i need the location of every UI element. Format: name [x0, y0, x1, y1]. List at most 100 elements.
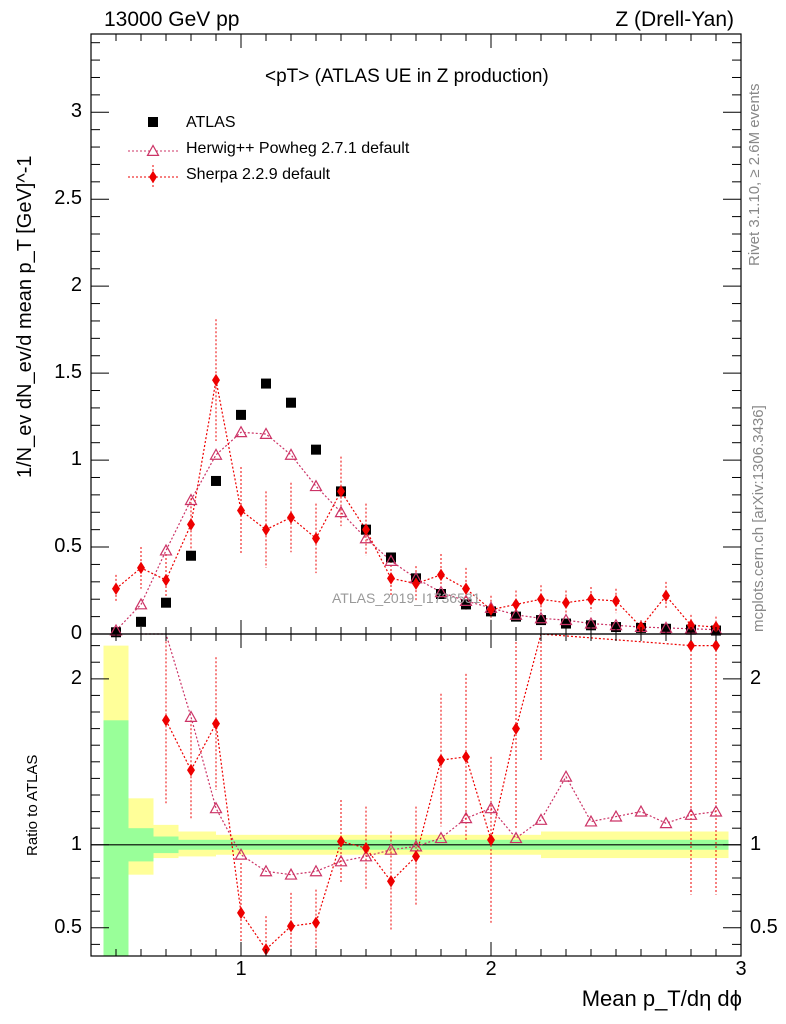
ratio-sherpa-point: [162, 714, 170, 727]
sherpa-point: [262, 523, 270, 536]
herwig-point: [434, 585, 448, 598]
ratio-herwig-point: [234, 848, 248, 860]
rivet-label: Rivet 3.1.10, ≥ 2.6M events: [746, 83, 763, 267]
header-right: Z (Drell-Yan): [615, 8, 734, 31]
ratio-sherpa-point: [187, 763, 195, 777]
ratio-sherpa-point: [212, 717, 220, 730]
atlas-point: [136, 616, 146, 627]
atlas-point: [286, 397, 296, 408]
ratio-herwig-point: [634, 804, 648, 817]
sherpa-point: [512, 598, 520, 611]
ratio-herwig-point: [584, 814, 598, 827]
ratio-sherpa-point: [437, 753, 445, 767]
ratio-sherpa-point: [387, 875, 395, 888]
herwig-point: [384, 554, 398, 566]
sherpa-point: [237, 504, 245, 517]
y-tick-label: 0: [70, 622, 82, 644]
ratio-y-tick-label: 2: [70, 666, 82, 689]
atlas-point: [211, 475, 221, 486]
sherpa-point: [587, 592, 595, 606]
legend-atlas-marker: [148, 117, 158, 127]
sherpa-point: [462, 582, 470, 596]
sherpa-point: [387, 572, 395, 585]
herwig-point: [509, 608, 523, 620]
herwig-point: [559, 613, 573, 626]
sherpa-point: [412, 577, 420, 590]
mcplots-label: mcplots.cern.ch [arXiv:1306.3436]: [750, 405, 767, 632]
herwig-point: [359, 531, 373, 544]
ratio-herwig-point: [709, 804, 723, 817]
ratio-sherpa-point: [362, 841, 370, 855]
sherpa-point: [487, 603, 495, 616]
ratio-y-tick-label-right: 0.5: [750, 915, 778, 938]
ratio-herwig-point: [659, 816, 673, 829]
ratio-herwig-point: [434, 831, 448, 844]
ratio-herwig-point: [259, 864, 273, 877]
ratio-herwig-point: [209, 801, 223, 814]
atlas-point: [386, 552, 396, 563]
ratio-herwig-line: [141, 633, 717, 876]
y-tick-label: 3: [70, 100, 82, 123]
herwig-point: [284, 448, 298, 460]
header-left: 13000 GeV pp: [104, 8, 240, 31]
ratio-sherpa-point: [287, 919, 295, 933]
ratio-sherpa-point: [462, 750, 470, 764]
ratio-herwig-point: [509, 831, 523, 844]
atlas-point: [186, 550, 196, 561]
atlas-point: [236, 409, 246, 420]
ratio-herwig-point: [609, 809, 623, 822]
sherpa-point: [187, 518, 195, 531]
legend-sherpa: Sherpa 2.2.9 default: [186, 166, 331, 183]
legend-atlas: ATLAS: [186, 114, 236, 131]
y-tick-label: 1.5: [54, 361, 82, 384]
sherpa-point: [162, 573, 170, 587]
ratio-sherpa-point: [312, 916, 320, 930]
legend-herwig-marker: [146, 144, 160, 156]
atlas-point: [311, 444, 321, 455]
herwig-point: [209, 448, 223, 460]
herwig-point: [184, 493, 198, 506]
ratio-sherpa-point: [237, 906, 245, 920]
atlas-point: [586, 620, 596, 631]
atlas-point: [511, 611, 521, 622]
chart-title: <pT> (ATLAS UE in Z production): [265, 66, 549, 87]
ratio-herwig-point: [684, 808, 698, 820]
sherpa-point: [312, 532, 320, 545]
atlas-point: [436, 589, 446, 599]
ratio-y-tick-label-right: 2: [750, 666, 762, 689]
atlas-point: [536, 615, 546, 626]
y-tick-label: 2.5: [54, 187, 82, 210]
band-inner: [103, 720, 129, 956]
frames: [90, 33, 742, 957]
sherpa-point: [662, 589, 670, 602]
sherpa-point: [687, 619, 695, 632]
ratio-y-tick-label: 1: [70, 832, 82, 855]
sherpa-point: [287, 511, 295, 524]
sherpa-point: [612, 594, 620, 608]
y-tick-label: 1: [70, 448, 82, 471]
x-tick-label: 1: [235, 958, 247, 980]
ratio-sherpa-point: [712, 639, 720, 652]
ratio-frame: [90, 633, 742, 957]
herwig-point: [159, 543, 173, 556]
ratio-y-tick-label: 0.5: [54, 915, 82, 938]
ratio-sherpa-point: [412, 850, 420, 863]
ratio-herwig-point: [559, 770, 573, 782]
herwig-point: [334, 505, 348, 518]
herwig-point: [534, 611, 548, 624]
x-axis-label: Mean p_T/dη dϕ: [581, 986, 742, 1011]
ratio-herwig-point: [309, 864, 323, 877]
y-axis-label-ratio: Ratio to ATLAS: [24, 754, 41, 856]
ratio-herwig-point: [334, 854, 348, 867]
ratio-sherpa-line: [165, 633, 716, 951]
atlas-point: [261, 378, 271, 389]
ratio-herwig-point: [384, 843, 398, 855]
herwig-point: [234, 425, 248, 438]
ratio-herwig-point: [484, 801, 498, 814]
ratio-herwig-point: [459, 811, 473, 824]
atlas-point: [461, 599, 471, 610]
sherpa-point: [537, 592, 545, 606]
legend-sherpa-marker: [149, 170, 157, 184]
sherpa-point: [337, 485, 345, 498]
